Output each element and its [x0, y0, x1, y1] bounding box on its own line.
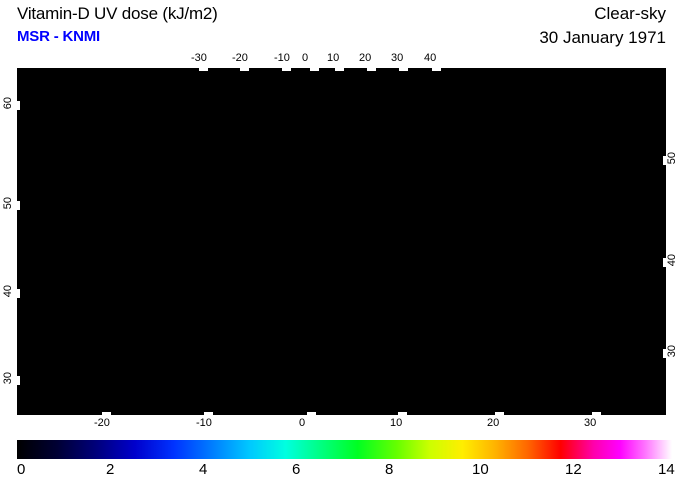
axis-tick-label-left: 60 — [2, 97, 14, 110]
axis-tick-label-bottom: 20 — [487, 417, 500, 429]
axis-tick-mark-top — [310, 68, 319, 71]
colorbar-tick-label: 10 — [472, 461, 489, 478]
colorbar-tick-label: 0 — [17, 461, 26, 478]
axis-tick-mark-top — [335, 68, 344, 71]
sky-condition-label: Clear-sky — [594, 4, 666, 23]
axis-tick-mark-right — [663, 156, 666, 165]
colorbar: 0 2 4 6 8 10 12 14 — [17, 440, 675, 478]
colorbar-tick-label: 8 — [385, 461, 394, 478]
axis-tick-mark-right — [663, 258, 666, 267]
axis-tick-label-top: -10 — [274, 52, 290, 64]
axis-tick-mark-top — [432, 68, 441, 71]
axis-tick-label-right: 40 — [666, 254, 678, 267]
page-title: Vitamin-D UV dose (kJ/m2) — [17, 4, 218, 23]
axis-tick-label-bottom: 10 — [390, 417, 403, 429]
colorbar-gradient — [17, 440, 672, 459]
axis-tick-mark-bottom — [102, 412, 111, 415]
colorbar-tick-label: 12 — [565, 461, 582, 478]
axis-tick-mark-bottom — [398, 412, 407, 415]
axis-tick-mark-bottom — [495, 412, 504, 415]
axis-tick-label-left: 50 — [2, 197, 14, 210]
axis-tick-label-top: 20 — [359, 52, 372, 64]
axis-tick-mark-left — [17, 289, 20, 298]
axis-tick-mark-left — [17, 201, 20, 210]
axis-tick-mark-left — [17, 101, 20, 110]
axis-tick-label-left: 40 — [2, 285, 14, 298]
axis-tick-mark-top — [367, 68, 376, 71]
axis-tick-mark-top — [399, 68, 408, 71]
axis-tick-mark-top — [240, 68, 249, 71]
axis-tick-label-right: 50 — [666, 152, 678, 165]
axis-tick-label-top: 40 — [424, 52, 437, 64]
axis-tick-mark-bottom — [592, 412, 601, 415]
axis-tick-mark-bottom — [307, 412, 316, 415]
axis-tick-label-bottom: -20 — [94, 417, 110, 429]
axis-tick-label-left: 30 — [2, 372, 14, 385]
axis-tick-label-right: 30 — [666, 345, 678, 358]
map-plot-area — [17, 68, 666, 415]
colorbar-tick-label: 14 — [658, 461, 675, 478]
axis-tick-label-bottom: 30 — [584, 417, 597, 429]
axis-tick-label-top: 0 — [302, 52, 309, 64]
colorbar-tick-label: 6 — [292, 461, 301, 478]
axis-tick-mark-top — [199, 68, 208, 71]
axis-tick-mark-bottom — [204, 412, 213, 415]
axis-tick-label-top: 10 — [327, 52, 340, 64]
axis-tick-label-top: -20 — [232, 52, 248, 64]
date-label: 30 January 1971 — [539, 28, 666, 47]
axis-tick-mark-left — [17, 376, 20, 385]
chart-header: Vitamin-D UV dose (kJ/m2) MSR - KNMI Cle… — [0, 0, 678, 56]
map-frame — [17, 68, 666, 415]
axis-tick-mark-top — [282, 68, 291, 71]
axis-tick-label-top: -30 — [191, 52, 207, 64]
axis-tick-label-bottom: -10 — [196, 417, 212, 429]
axis-tick-label-top: 30 — [391, 52, 404, 64]
axis-tick-mark-right — [663, 349, 666, 358]
axis-tick-label-bottom: 0 — [299, 417, 306, 429]
colorbar-tick-label: 4 — [199, 461, 208, 478]
data-source-label: MSR - KNMI — [17, 28, 100, 45]
colorbar-tick-label: 2 — [106, 461, 115, 478]
